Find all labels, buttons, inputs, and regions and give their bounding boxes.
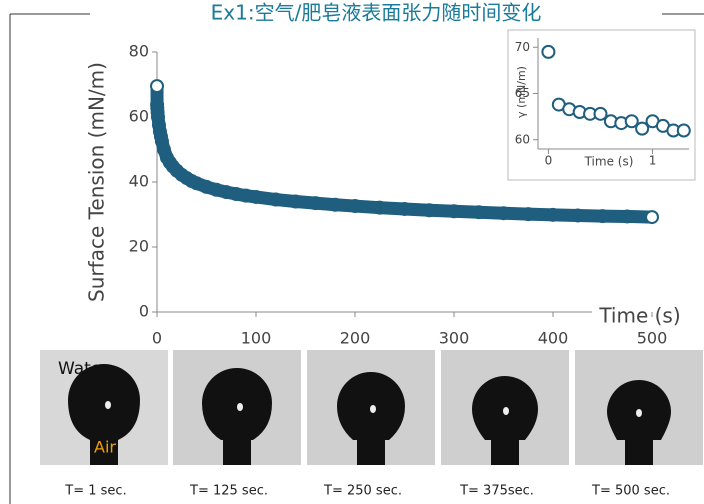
point xyxy=(290,196,302,208)
photo-caption: T= 375sec. xyxy=(459,484,534,499)
photo-caption: T= 1 sec. xyxy=(64,484,126,499)
y-tick-label: 20 xyxy=(129,237,149,256)
photo-strip: T= 1 sec. T= 125 sec. T= 250 sec. T= 375sec… xyxy=(40,350,703,499)
y-tick-label: 60 xyxy=(129,107,149,126)
point xyxy=(448,205,460,217)
point xyxy=(522,208,534,220)
y-tick-label: 40 xyxy=(129,172,149,191)
point xyxy=(646,211,658,223)
point xyxy=(547,209,559,221)
y-axis-title: Surface Tension (mN/m) xyxy=(85,62,109,302)
point xyxy=(572,209,584,221)
x-tick-label: 0 xyxy=(545,154,553,168)
photo-caption: T= 500 sec. xyxy=(591,484,670,499)
x-tick-label: 500 xyxy=(637,329,668,348)
x-tick-label: 300 xyxy=(439,329,470,348)
x-tick-label: 1 xyxy=(649,154,657,168)
y-tick-label: 70 xyxy=(515,40,530,54)
point xyxy=(309,197,321,209)
point xyxy=(621,210,633,222)
point xyxy=(498,207,510,219)
chart-title: Ex1:空气/肥皂液表面张力随时间变化 xyxy=(211,1,542,25)
x-tick-label: 0 xyxy=(152,329,162,348)
inset-x-title: Time (s) xyxy=(584,155,634,169)
inset-y-title: γ (mN/m) xyxy=(515,66,528,118)
highlight xyxy=(105,401,111,409)
highlight xyxy=(503,407,509,415)
point xyxy=(374,202,386,214)
y-tick-label: 60 xyxy=(515,132,530,146)
point xyxy=(151,80,163,92)
figure: Ex1:空气/肥皂液表面张力随时间变化 T= 1 sec. T= 125 sec.… xyxy=(0,0,704,504)
point xyxy=(678,125,690,137)
x-tick-label: 100 xyxy=(241,329,272,348)
point xyxy=(270,194,282,206)
photo-caption: T= 125 sec. xyxy=(189,484,268,499)
point xyxy=(423,204,435,216)
photo-label: Water xyxy=(58,359,108,379)
y-tick-label: 80 xyxy=(129,42,149,61)
y-tick-label: 0 xyxy=(139,302,149,321)
highlight xyxy=(636,409,642,417)
x-tick-label: 400 xyxy=(538,329,569,348)
point xyxy=(473,206,485,218)
point xyxy=(250,191,262,203)
point xyxy=(542,46,554,58)
highlight xyxy=(370,405,376,413)
point xyxy=(349,200,361,212)
x-axis-title: Time (s) xyxy=(598,304,680,328)
photo-label: Air xyxy=(94,438,116,457)
point xyxy=(597,210,609,222)
point xyxy=(399,203,411,215)
x-tick-label: 200 xyxy=(340,329,371,348)
photo-caption: T= 250 sec. xyxy=(323,484,402,499)
point xyxy=(329,199,341,211)
highlight xyxy=(237,403,243,411)
